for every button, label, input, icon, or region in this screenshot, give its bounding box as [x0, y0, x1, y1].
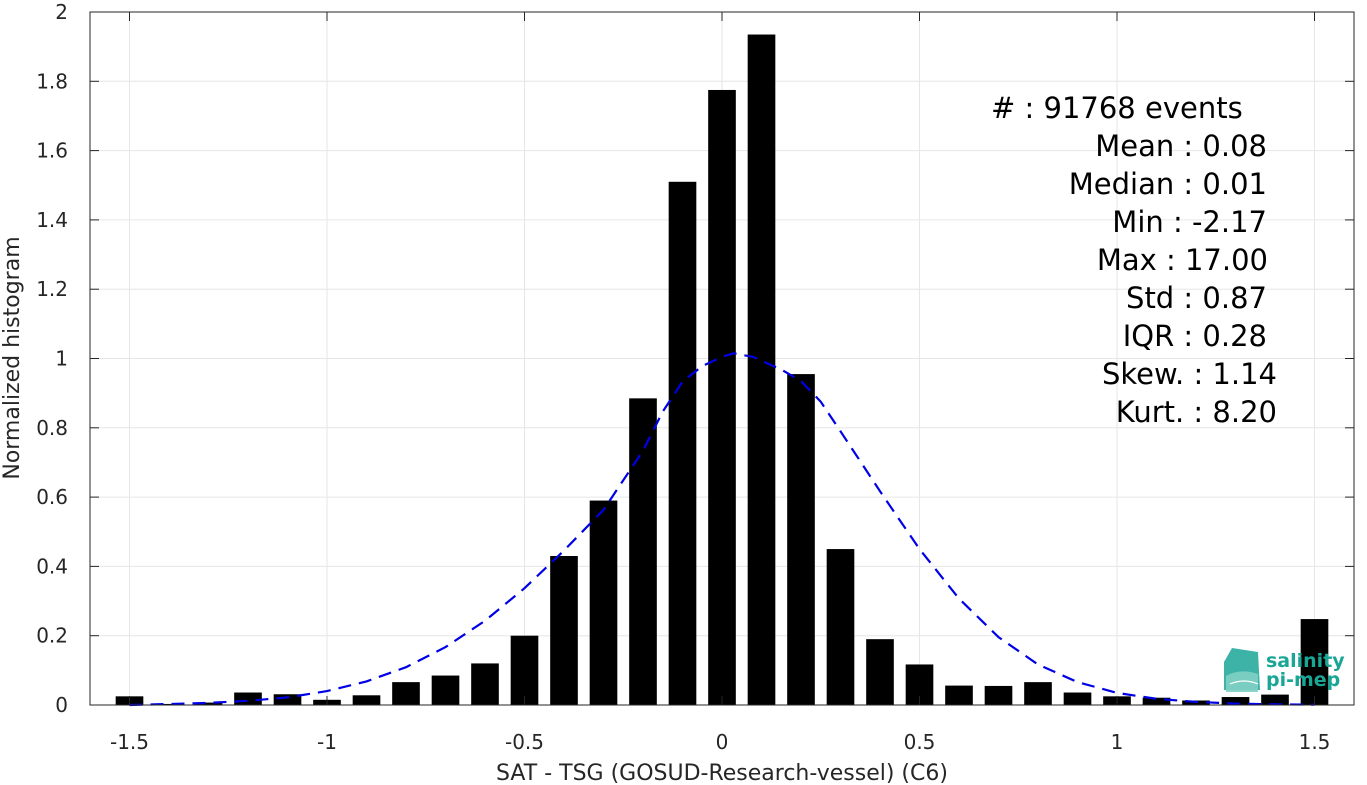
histogram-bar	[747, 34, 776, 705]
x-tick-label: 1	[1111, 730, 1124, 754]
histogram-bar	[589, 500, 618, 705]
x-tick-labels: -1.5 -1 -0.5 0 0.5 1 1.5	[110, 730, 1330, 754]
histogram-bar	[668, 181, 697, 705]
histogram-bar	[708, 89, 736, 705]
x-tick-label: 0.5	[904, 730, 936, 754]
statistics-annotation: # : 91768 events Mean : 0.08 Median : 0.…	[991, 91, 1277, 429]
histogram-bar	[194, 702, 223, 705]
histogram-bar	[273, 694, 302, 705]
stat-std: Std : 0.87	[1126, 281, 1267, 315]
y-tick-label: 0	[55, 693, 68, 717]
stat-max: Max : 17.00	[1097, 243, 1268, 277]
y-tick-label: 1.8	[36, 69, 68, 93]
logo-line2: pi-mep	[1266, 669, 1340, 691]
x-tick-label: -1.5	[110, 730, 149, 754]
histogram-bar	[392, 682, 420, 705]
histogram-bar	[866, 639, 894, 705]
histogram-bar	[1142, 697, 1171, 705]
histogram-bar	[984, 685, 1013, 705]
wave-logo-icon	[1224, 648, 1260, 692]
histogram-bar	[1300, 619, 1329, 705]
histogram-bar	[1261, 694, 1289, 705]
axis-ticks	[90, 11, 1354, 706]
x-axis-label: SAT - TSG (GOSUD-Research-vessel) (C6)	[496, 761, 948, 785]
y-tick-label: 1.4	[36, 208, 68, 232]
histogram-bar	[471, 663, 499, 705]
histogram-bar	[629, 398, 657, 705]
x-tick-label: 0	[716, 730, 729, 754]
salinity-pimep-logo: salinity pi-mep	[1224, 648, 1345, 692]
stat-kurt: Kurt. : 8.20	[1116, 395, 1277, 429]
gaussian-fit-curve	[129, 352, 1315, 707]
y-tick-label: 0.8	[36, 416, 68, 440]
y-axis-label: Normalized histogram	[0, 236, 25, 479]
x-tick-label: -1	[317, 730, 337, 754]
histogram-bar	[352, 695, 381, 705]
x-tick-label: 1.5	[1299, 730, 1331, 754]
stat-iqr: IQR : 0.28	[1123, 319, 1267, 353]
histogram-bar	[550, 556, 578, 705]
histogram-bar	[826, 549, 855, 705]
stat-median: Median : 0.01	[1069, 167, 1267, 201]
stat-min: Min : -2.17	[1112, 205, 1267, 239]
y-tick-label: 0.6	[36, 485, 68, 509]
histogram-bar	[787, 374, 815, 705]
y-tick-label: 1.2	[36, 277, 68, 301]
histogram-bars	[115, 34, 1329, 705]
y-tick-label: 0.4	[36, 554, 68, 578]
histogram-bar	[945, 685, 973, 705]
x-tick-label: -0.5	[505, 730, 544, 754]
stat-mean: Mean : 0.08	[1095, 129, 1267, 163]
histogram-bar	[431, 675, 460, 705]
y-tick-label: 0.2	[36, 624, 68, 648]
histogram-bar	[234, 692, 262, 705]
histogram-bar	[1221, 697, 1250, 705]
histogram-bar	[1024, 682, 1052, 705]
y-tick-label: 1.6	[36, 139, 68, 163]
stat-skew: Skew. : 1.14	[1102, 357, 1277, 391]
histogram-bar	[510, 635, 539, 705]
y-tick-labels: 0 0.2 0.4 0.6 0.8 1 1.2 1.4 1.6 1.8 2	[36, 0, 68, 717]
logo-line1: salinity	[1266, 650, 1345, 672]
y-tick-label: 1	[55, 347, 68, 371]
histogram-bar	[1063, 692, 1092, 705]
histogram-bar	[155, 703, 183, 705]
stat-events: # : 91768 events	[991, 91, 1243, 125]
y-tick-label: 2	[55, 0, 68, 24]
